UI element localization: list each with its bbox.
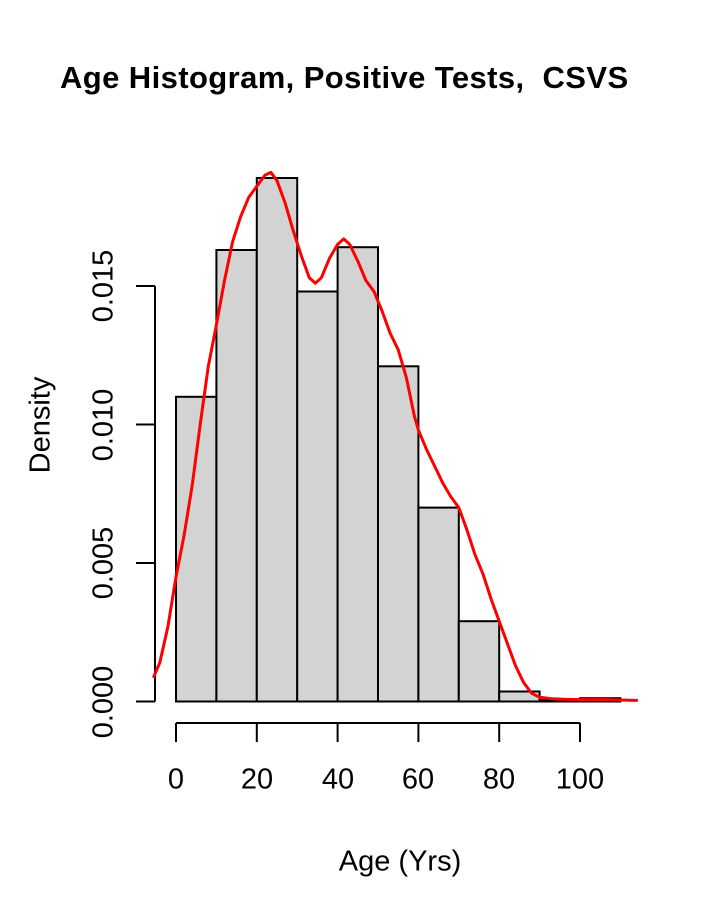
- y-tick-label: 0.005: [87, 526, 120, 600]
- histogram-bar: [377, 365, 420, 703]
- y-tick-label: 0.010: [87, 388, 120, 462]
- x-tick-label: 40: [321, 763, 355, 796]
- histogram-bar: [255, 177, 299, 703]
- histogram-bar: [457, 620, 501, 703]
- x-tick-label: 0: [167, 763, 185, 796]
- x-tick-label: 80: [482, 763, 516, 796]
- histogram-bar: [336, 246, 380, 703]
- density-curve: [152, 170, 639, 702]
- x-tick-label: 100: [555, 763, 605, 796]
- y-tick-label: 0.015: [87, 249, 120, 323]
- histogram-bar: [417, 506, 460, 703]
- y-tick-label: 0.000: [87, 665, 120, 739]
- chart-title: Age Histogram, Positive Tests, CSVS: [60, 60, 629, 95]
- x-axis-label: Age (Yrs): [338, 845, 462, 878]
- histogram-bar: [296, 290, 339, 703]
- histogram-bar: [215, 249, 258, 703]
- x-tick-label: 60: [401, 763, 435, 796]
- x-tick-label: 20: [240, 763, 274, 796]
